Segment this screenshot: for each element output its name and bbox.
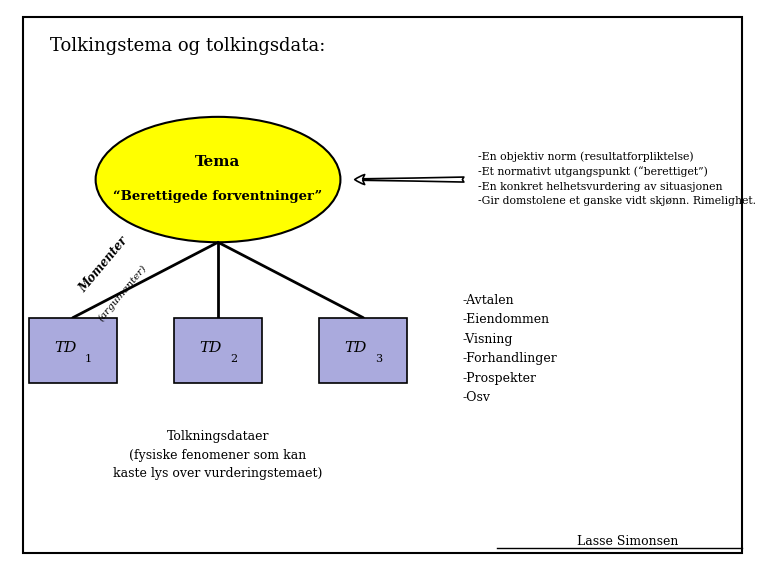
Text: “Berettigede forventninger”: “Berettigede forventninger” bbox=[113, 190, 323, 203]
Text: 3: 3 bbox=[375, 354, 382, 364]
Text: Tolkingstema og tolkingsdata:: Tolkingstema og tolkingsdata: bbox=[50, 37, 325, 55]
Text: 2: 2 bbox=[230, 354, 237, 364]
Text: TD: TD bbox=[199, 341, 222, 355]
Text: Tema: Tema bbox=[195, 156, 241, 169]
Text: -Avtalen
-Eiendommen
-Visning
-Forhandlinger
-Prospekter
-Osv: -Avtalen -Eiendommen -Visning -Forhandli… bbox=[463, 294, 558, 404]
FancyBboxPatch shape bbox=[29, 318, 116, 383]
Text: -En objektiv norm (resultatforpliktelse)
-Et normativt utgangspunkt (“berettiget: -En objektiv norm (resultatforpliktelse)… bbox=[478, 151, 756, 206]
Text: Lasse Simonsen: Lasse Simonsen bbox=[577, 535, 678, 548]
Text: TD: TD bbox=[54, 341, 76, 355]
Text: 1: 1 bbox=[84, 354, 92, 364]
Ellipse shape bbox=[96, 117, 340, 242]
Text: Tolkningsdataer
(fysiske fenomener som kan
kaste lys over vurderingstemaet): Tolkningsdataer (fysiske fenomener som k… bbox=[113, 430, 323, 481]
Text: (argumenter): (argumenter) bbox=[96, 264, 148, 323]
Text: TD: TD bbox=[344, 341, 367, 355]
FancyBboxPatch shape bbox=[174, 318, 262, 383]
FancyBboxPatch shape bbox=[320, 318, 407, 383]
Text: Momenter: Momenter bbox=[76, 235, 130, 295]
